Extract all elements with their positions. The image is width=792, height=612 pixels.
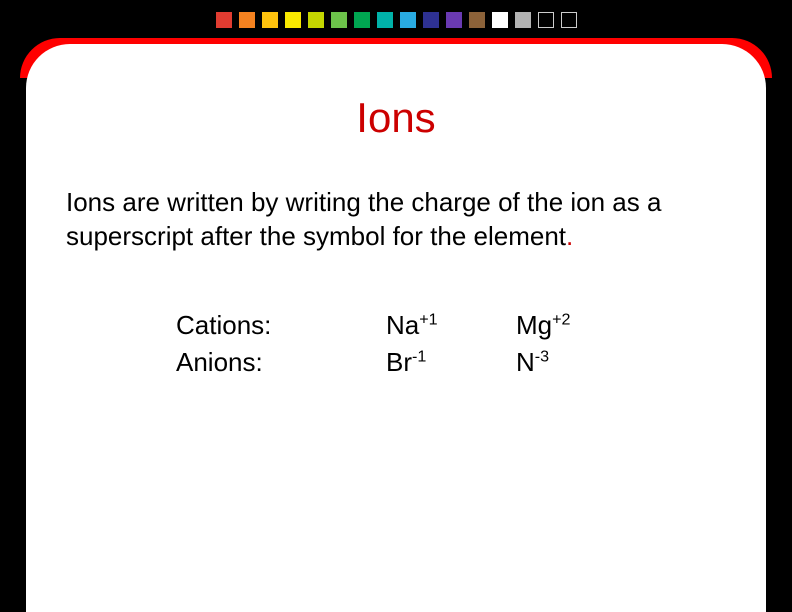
decorative-squares-row	[0, 12, 792, 28]
decorative-square	[469, 12, 485, 28]
decorative-square	[239, 12, 255, 28]
decorative-square-outline	[561, 12, 577, 28]
decorative-square	[492, 12, 508, 28]
decorative-square	[308, 12, 324, 28]
decorative-square	[216, 12, 232, 28]
cation-example-1: Na+1	[386, 310, 516, 341]
anion-example-2: N-3	[516, 347, 646, 378]
cations-label: Cations:	[176, 310, 386, 341]
decorative-square	[262, 12, 278, 28]
anions-row: Anions: Br-1 N-3	[176, 347, 726, 378]
ion-examples: Cations: Na+1 Mg+2 Anions: Br-1 N-3	[176, 310, 726, 378]
decorative-square	[446, 12, 462, 28]
cations-row: Cations: Na+1 Mg+2	[176, 310, 726, 341]
description-dot: .	[566, 221, 573, 251]
decorative-square	[377, 12, 393, 28]
cation-example-2: Mg+2	[516, 310, 646, 341]
decorative-square-outline	[538, 12, 554, 28]
anions-label: Anions:	[176, 347, 386, 378]
page-title: Ions	[66, 94, 726, 142]
decorative-square	[285, 12, 301, 28]
description-text: Ions are written by writing the charge o…	[66, 186, 726, 254]
content-card: Ions Ions are written by writing the cha…	[26, 44, 766, 612]
anion-example-1: Br-1	[386, 347, 516, 378]
decorative-square	[331, 12, 347, 28]
decorative-square	[354, 12, 370, 28]
decorative-square	[515, 12, 531, 28]
decorative-square	[400, 12, 416, 28]
decorative-square	[423, 12, 439, 28]
